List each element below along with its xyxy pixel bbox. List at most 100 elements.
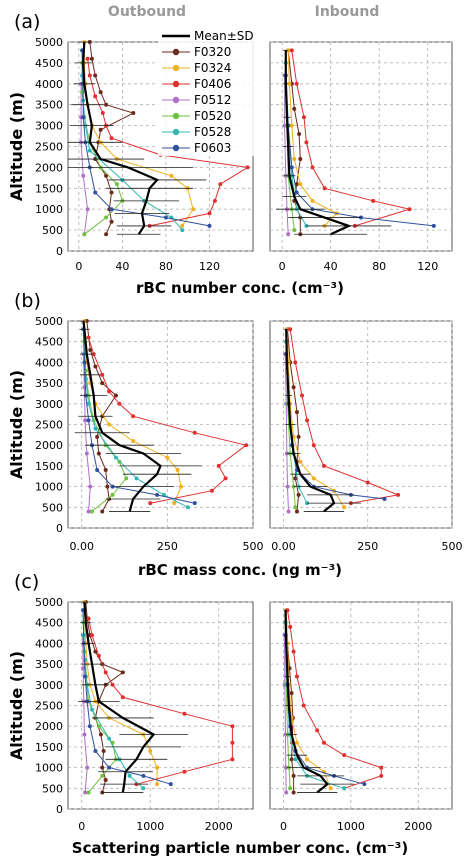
legend-label: F0603 xyxy=(194,141,231,155)
data-point xyxy=(131,439,136,444)
data-point xyxy=(155,492,160,497)
y-tick-label: 3000 xyxy=(35,679,63,692)
y-tick-label: 500 xyxy=(42,782,63,795)
x-tick-label: 0 xyxy=(280,820,287,833)
data-point xyxy=(207,223,212,228)
series-mean-sd xyxy=(284,609,355,794)
data-point xyxy=(321,463,326,468)
series-f0406 xyxy=(86,335,249,506)
series-line xyxy=(284,610,329,794)
data-point xyxy=(191,207,196,212)
data-point xyxy=(88,347,93,352)
data-point xyxy=(192,430,197,435)
series-line xyxy=(285,329,336,513)
data-point xyxy=(291,790,296,795)
data-point xyxy=(342,786,347,791)
data-point xyxy=(86,401,91,406)
series-line xyxy=(85,601,124,793)
data-point xyxy=(285,484,290,489)
data-point xyxy=(87,73,92,78)
data-point xyxy=(192,501,197,506)
series-line xyxy=(291,50,412,227)
legend-item-f0528: F0528 xyxy=(162,125,231,139)
data-point xyxy=(212,198,217,203)
data-point xyxy=(362,782,367,787)
data-point xyxy=(296,492,301,497)
y-tick-label: 3000 xyxy=(35,120,63,133)
data-point xyxy=(407,207,412,212)
series-f0320 xyxy=(84,319,118,514)
data-point xyxy=(82,360,87,365)
data-point xyxy=(96,724,101,729)
legend-marker xyxy=(172,80,180,88)
data-point xyxy=(310,198,315,203)
y-tick-label: 1000 xyxy=(35,762,63,775)
series-line xyxy=(82,635,88,793)
data-point xyxy=(95,468,100,473)
data-point xyxy=(294,674,299,679)
data-point xyxy=(98,732,103,737)
data-point xyxy=(89,509,94,514)
data-point xyxy=(298,157,303,162)
series-mean-sd xyxy=(68,41,207,235)
legend-label: F0324 xyxy=(194,61,231,75)
subplot-inbound: 0 1000 2000 xyxy=(269,601,453,833)
data-point xyxy=(291,649,296,654)
series-line xyxy=(287,50,338,227)
data-point xyxy=(209,488,214,493)
data-point xyxy=(93,73,98,78)
data-point xyxy=(291,385,296,390)
data-point xyxy=(163,215,168,220)
data-point xyxy=(294,740,299,745)
y-axis-label: Altitude (m) xyxy=(7,92,26,201)
data-point xyxy=(124,476,129,481)
data-point xyxy=(230,724,235,729)
series-line xyxy=(83,601,156,793)
data-point xyxy=(82,232,87,237)
y-tick-label: 500 xyxy=(42,501,63,514)
x-tick-label: 120 xyxy=(199,260,220,273)
x-axis-label: rBC mass conc. (ng m⁻³) xyxy=(138,561,342,579)
data-point xyxy=(100,372,105,377)
data-point xyxy=(141,786,146,791)
data-point xyxy=(289,48,294,53)
data-point xyxy=(120,670,125,675)
series-line xyxy=(89,41,135,235)
data-point xyxy=(230,757,235,762)
data-point xyxy=(298,182,303,187)
data-point xyxy=(85,207,90,212)
legend-label: F0406 xyxy=(194,77,231,91)
data-point xyxy=(311,476,316,481)
data-point xyxy=(104,232,109,237)
legend-marker xyxy=(172,64,180,72)
data-point xyxy=(93,426,98,431)
data-point xyxy=(86,509,91,514)
y-tick-label: 3000 xyxy=(35,398,63,411)
legend-item-f0520: F0520 xyxy=(162,109,231,123)
series-f0512 xyxy=(81,352,93,514)
data-point xyxy=(293,505,298,510)
series-line xyxy=(284,50,352,236)
data-point xyxy=(109,207,114,212)
data-point xyxy=(83,376,88,381)
data-point xyxy=(305,418,310,423)
data-point xyxy=(107,422,112,427)
x-tick-label: 40 xyxy=(115,260,129,273)
data-point xyxy=(297,131,302,136)
data-point xyxy=(89,56,94,61)
x-tick-label: 250 xyxy=(157,540,178,553)
data-point xyxy=(179,484,184,489)
legend-label: F0520 xyxy=(194,109,231,123)
data-point xyxy=(168,782,173,787)
data-point xyxy=(81,173,86,178)
panel-3: (c) Altitude (m) Scattering particle numbe… xyxy=(7,571,453,857)
data-point xyxy=(298,459,303,464)
data-point xyxy=(294,509,299,514)
data-point xyxy=(284,790,289,795)
x-tick-label: 0 xyxy=(78,820,85,833)
data-point xyxy=(291,773,296,778)
series-line xyxy=(286,329,345,508)
data-point xyxy=(104,173,109,178)
y-tick-label: 0 xyxy=(56,522,63,535)
